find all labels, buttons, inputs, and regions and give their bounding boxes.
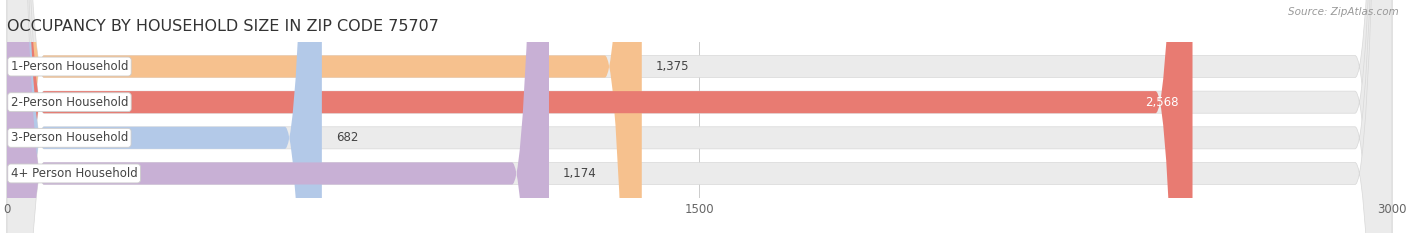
FancyBboxPatch shape	[7, 0, 1192, 233]
Text: 2-Person Household: 2-Person Household	[11, 96, 128, 109]
Text: 3-Person Household: 3-Person Household	[11, 131, 128, 144]
FancyBboxPatch shape	[7, 0, 548, 233]
FancyBboxPatch shape	[7, 0, 322, 233]
FancyBboxPatch shape	[7, 0, 1392, 233]
Text: 1,174: 1,174	[562, 167, 596, 180]
FancyBboxPatch shape	[7, 0, 641, 233]
Text: 682: 682	[336, 131, 359, 144]
Text: Source: ZipAtlas.com: Source: ZipAtlas.com	[1288, 7, 1399, 17]
Text: 4+ Person Household: 4+ Person Household	[11, 167, 138, 180]
FancyBboxPatch shape	[7, 0, 1392, 233]
Text: 1-Person Household: 1-Person Household	[11, 60, 128, 73]
FancyBboxPatch shape	[7, 0, 1392, 233]
Text: OCCUPANCY BY HOUSEHOLD SIZE IN ZIP CODE 75707: OCCUPANCY BY HOUSEHOLD SIZE IN ZIP CODE …	[7, 19, 439, 34]
Text: 2,568: 2,568	[1144, 96, 1178, 109]
Text: 1,375: 1,375	[655, 60, 689, 73]
FancyBboxPatch shape	[7, 0, 1392, 233]
